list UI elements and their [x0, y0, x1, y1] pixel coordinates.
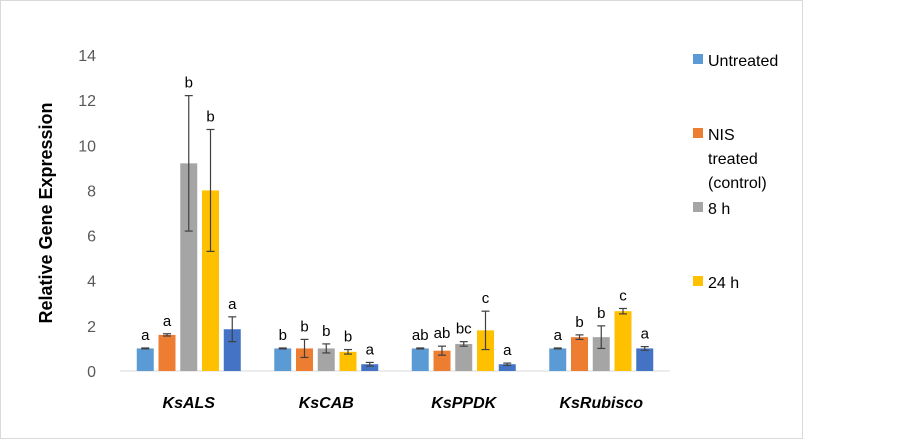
bar — [158, 334, 176, 371]
significance-letter: c — [619, 287, 627, 304]
legend-label: Untreated — [708, 53, 778, 70]
x-tick-label: KsALS — [163, 395, 216, 412]
significance-letter: c — [482, 290, 490, 307]
y-tick-label: 6 — [87, 229, 96, 246]
legend-label: NIS — [708, 127, 735, 144]
y-tick-label: 14 — [78, 48, 96, 65]
y-tick-label: 2 — [87, 319, 96, 336]
significance-letter: a — [554, 327, 563, 344]
bar — [571, 337, 588, 371]
bar — [274, 348, 292, 371]
legend: Untreated NIS treated (control) 8 h 24 h — [693, 53, 778, 292]
bar — [433, 350, 451, 371]
bar — [317, 348, 335, 371]
significance-letter: a — [503, 342, 512, 359]
legend-label: 8 h — [708, 201, 730, 218]
significance-letter: a — [141, 327, 150, 344]
bar — [477, 330, 494, 371]
legend-label: treated — [708, 151, 758, 168]
significance-letter: ab — [412, 327, 429, 344]
bar — [636, 348, 654, 371]
bar — [361, 364, 379, 371]
bar — [339, 351, 357, 371]
significance-letter: b — [344, 329, 352, 346]
legend-label: 24 h — [708, 275, 739, 292]
significance-letter: a — [228, 296, 237, 313]
significance-letter: b — [206, 108, 214, 125]
bar — [614, 311, 632, 371]
legend-label: (control) — [708, 175, 767, 192]
bar — [411, 348, 429, 371]
y-tick-label: 0 — [87, 364, 96, 381]
significance-letter: b — [185, 75, 193, 92]
bar — [296, 348, 313, 371]
bar — [549, 348, 567, 371]
y-axis: 0 2 4 6 8 10 12 14 — [78, 48, 96, 381]
significance-letter: b — [322, 323, 330, 340]
legend-swatch — [693, 202, 703, 212]
chart-border — [0, 0, 803, 439]
bar — [455, 343, 473, 371]
significance-letter: b — [575, 314, 583, 331]
significance-letter: b — [279, 327, 287, 344]
significance-letter: a — [163, 313, 172, 330]
y-tick-label: 10 — [78, 138, 96, 155]
bar — [136, 348, 154, 371]
x-tick-label: KsRubisco — [559, 395, 643, 412]
x-tick-label: KsPPDK — [431, 395, 497, 412]
significance-letter: bc — [456, 321, 472, 338]
bar — [202, 190, 219, 371]
legend-swatch — [693, 128, 703, 138]
significance-letter: a — [641, 326, 650, 343]
legend-swatch — [693, 54, 703, 64]
y-tick-label: 8 — [87, 183, 96, 200]
x-tick-label: KsCAB — [299, 395, 354, 412]
y-axis-label: Relative Gene Expression — [36, 102, 56, 323]
significance-letter: a — [366, 341, 375, 358]
bar — [180, 163, 198, 371]
y-tick-label: 12 — [78, 93, 96, 110]
significance-letter: ab — [434, 325, 451, 342]
bar — [498, 364, 516, 371]
significance-letter: b — [597, 305, 605, 322]
bar — [592, 337, 610, 371]
significance-letter: b — [300, 318, 308, 335]
bar — [223, 329, 241, 371]
legend-swatch — [693, 276, 703, 286]
y-tick-label: 4 — [87, 274, 96, 291]
x-axis: KsALS KsCAB KsPPDK KsRubisco — [163, 395, 644, 412]
